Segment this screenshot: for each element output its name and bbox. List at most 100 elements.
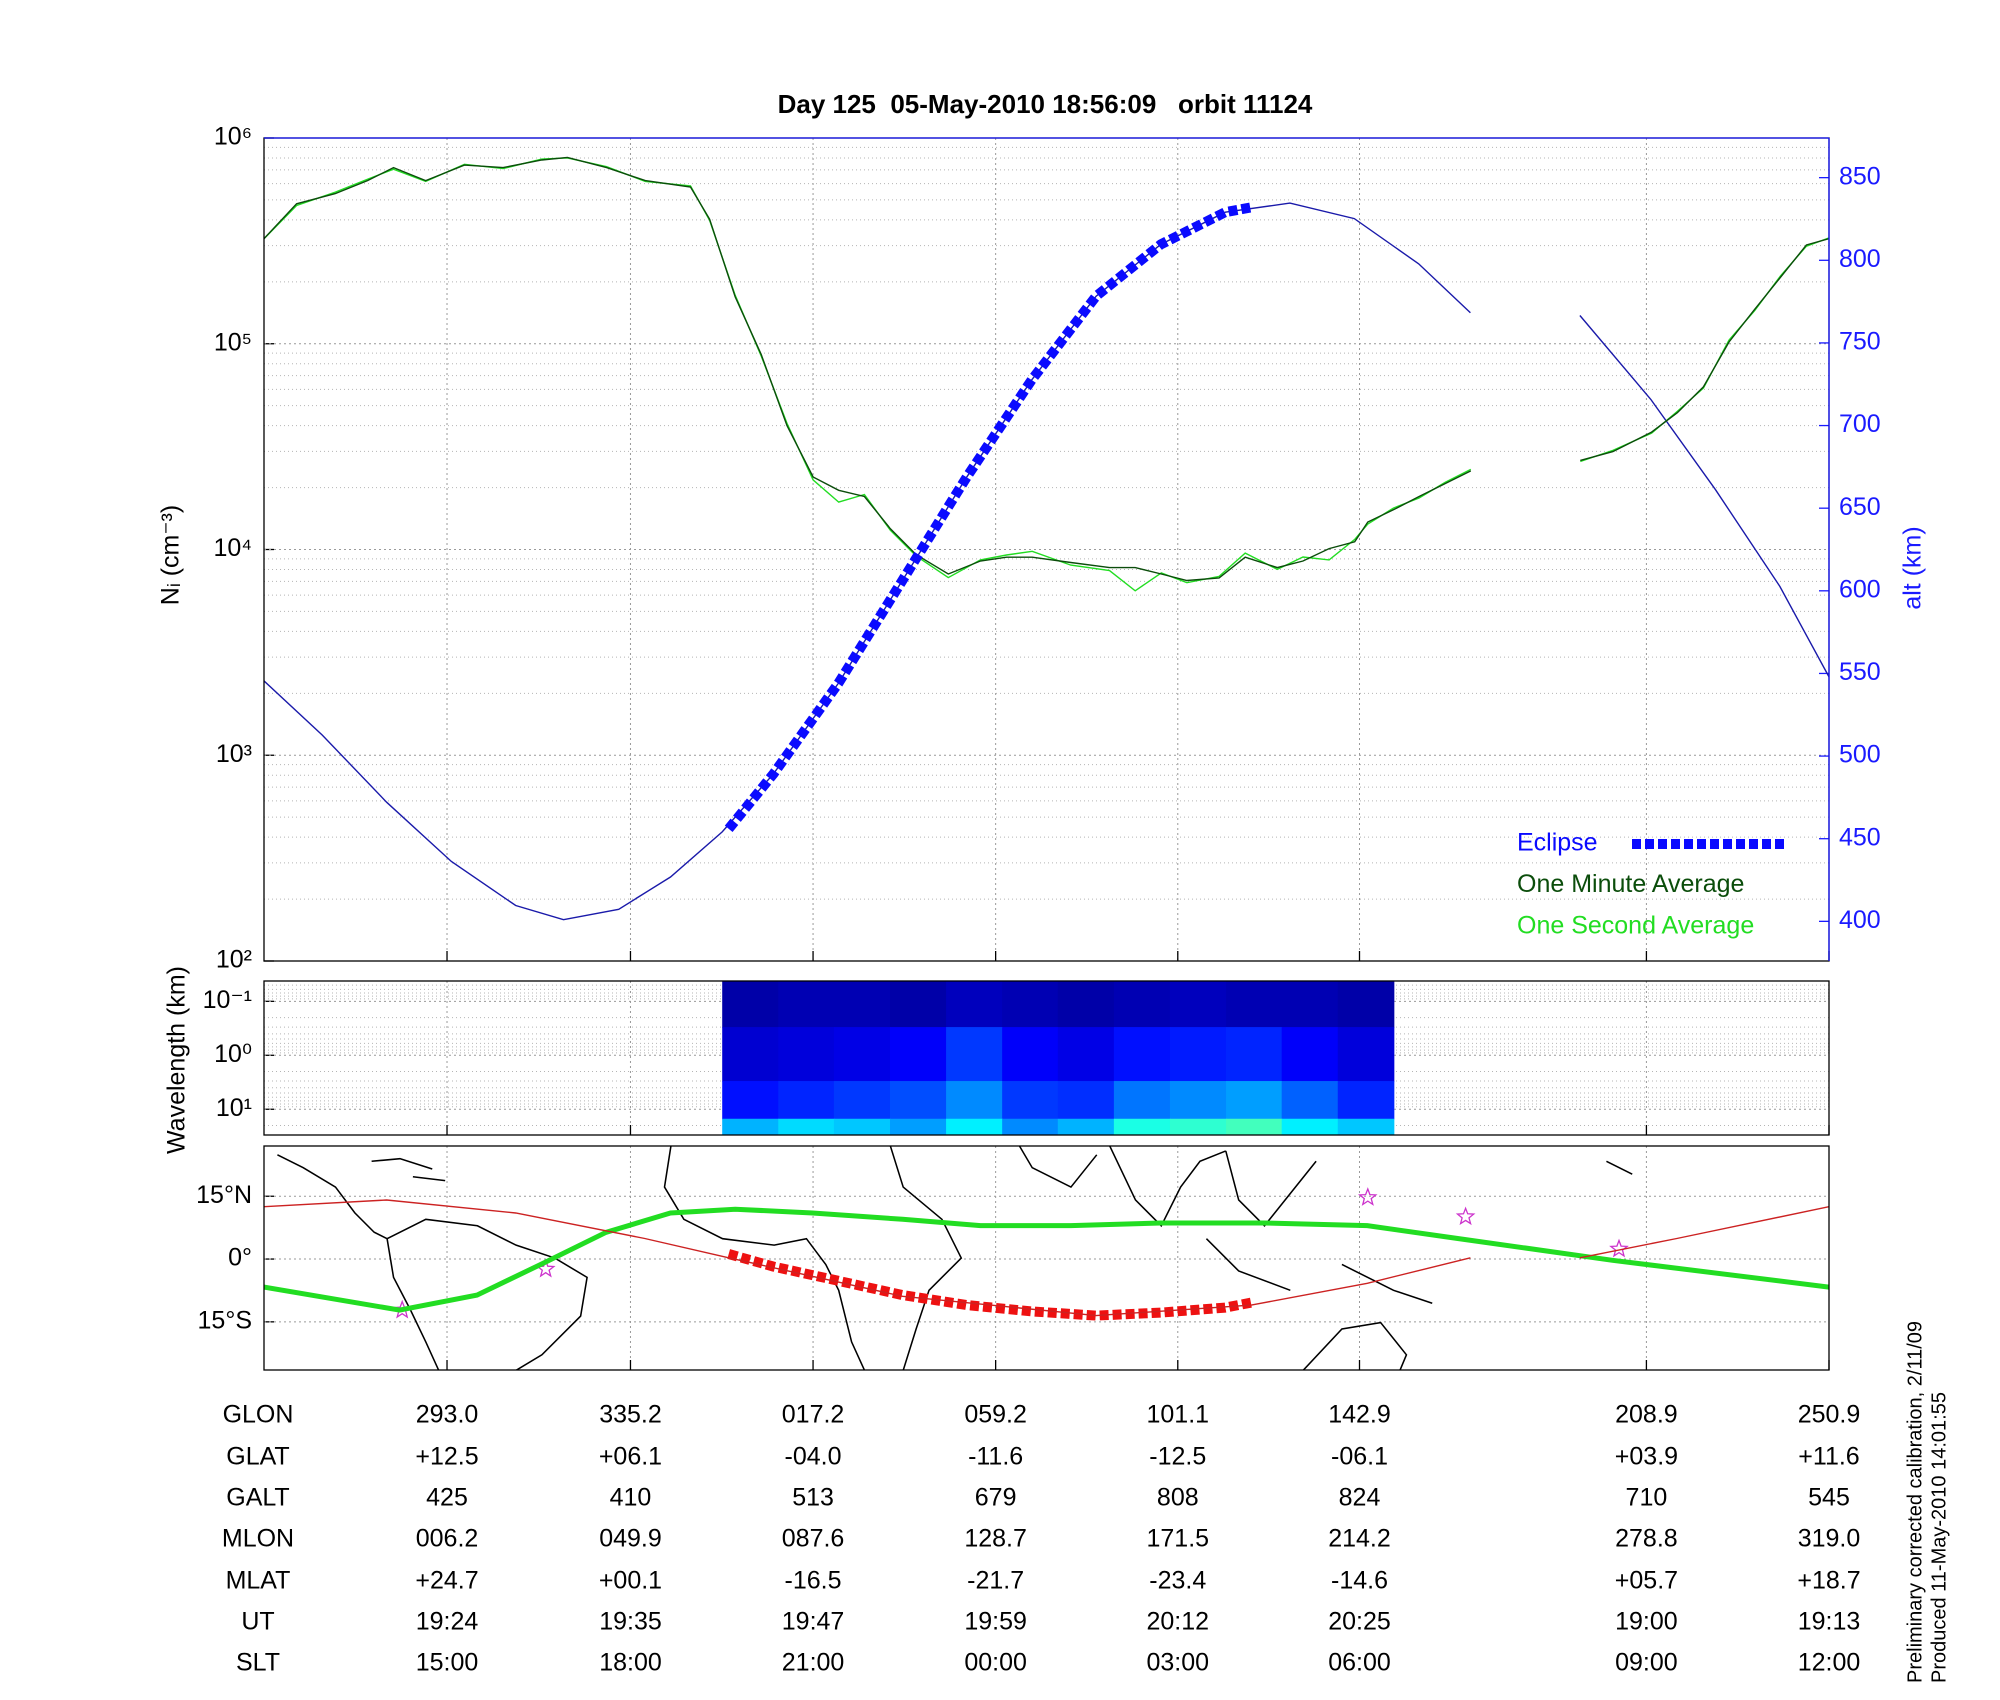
heatmap-cell [722, 981, 779, 1028]
table-cell: 059.2 [964, 1401, 1027, 1429]
heatmap-cell [1281, 1118, 1339, 1135]
table-cell: 101.1 [1147, 1401, 1210, 1429]
heatmap-cell [946, 1027, 1003, 1082]
table-cell: 087.6 [782, 1525, 845, 1553]
y-tick-label: 10⁵ [214, 328, 252, 356]
table-cell: 19:24 [416, 1608, 479, 1636]
heatmap-cell [1002, 1027, 1059, 1082]
table-cell: 214.2 [1328, 1525, 1391, 1553]
heatmap-cell [1113, 981, 1171, 1028]
table-row-label: MLON [222, 1525, 294, 1553]
heatmap-cell [890, 1118, 947, 1135]
table-cell: +05.7 [1615, 1567, 1678, 1595]
table-cell: 250.9 [1798, 1401, 1861, 1429]
table-cell: 06:00 [1328, 1649, 1391, 1677]
table-cell: 20:25 [1328, 1608, 1391, 1636]
plot-area [264, 1187, 1829, 1321]
heatmap-cell [1281, 981, 1339, 1028]
table-cell: 142.9 [1328, 1401, 1391, 1429]
panel-frame [263, 1145, 1830, 1371]
table-cell: 545 [1808, 1484, 1850, 1512]
heatmap-cell [1057, 1081, 1115, 1120]
heatmap-cell [1057, 981, 1115, 1028]
coastline [1302, 1160, 1633, 1370]
y-axis-label: Nᵢ (cm⁻³) [157, 505, 185, 605]
table-cell: 513 [792, 1484, 834, 1512]
heatmap-cell [890, 981, 947, 1028]
table-cell: 21:00 [782, 1649, 845, 1677]
heatmap-cell [1226, 1081, 1283, 1120]
heatmap-cell [1281, 1027, 1339, 1082]
y-tick-label: 10⁶ [214, 123, 252, 151]
eclipse-line [727, 1249, 1253, 1321]
y-tick-label: 0° [228, 1244, 252, 1272]
table-cell: 03:00 [1147, 1649, 1210, 1677]
panel-frame [263, 980, 1830, 1136]
table-cell: -06.1 [1331, 1443, 1388, 1471]
star-marker [1357, 1187, 1378, 1206]
coastline [1018, 1146, 1227, 1228]
coastline [889, 1146, 963, 1370]
heatmap-cell [778, 1027, 835, 1082]
table-cell: +00.1 [599, 1567, 662, 1595]
eclipse-line [724, 202, 1253, 832]
heatmap-cell [1281, 1081, 1339, 1120]
table-cell: 20:12 [1147, 1608, 1210, 1636]
table-cell: 278.8 [1615, 1525, 1678, 1553]
table-cell: +12.5 [415, 1443, 478, 1471]
data-line [264, 1206, 1829, 1313]
table-cell: 208.9 [1615, 1401, 1678, 1429]
heatmap-cell [1113, 1027, 1171, 1082]
table-cell: -14.6 [1331, 1567, 1388, 1595]
table-cell: 808 [1157, 1484, 1199, 1512]
y2-tick-label: 550 [1839, 658, 1881, 686]
coastline [371, 1157, 446, 1182]
heatmap-cell [1169, 1027, 1227, 1082]
table-cell: 128.7 [964, 1525, 1027, 1553]
heatmap-cell [1113, 1118, 1171, 1135]
table-cell: -04.0 [785, 1443, 842, 1471]
y2-tick-label: 850 [1839, 162, 1881, 190]
table-cell: 171.5 [1147, 1525, 1210, 1553]
table-cell: -11.6 [968, 1443, 1023, 1471]
table-cell: 19:35 [599, 1608, 662, 1636]
table-cell: 006.2 [416, 1525, 479, 1553]
heatmap-cell [722, 1027, 779, 1082]
y2-tick-label: 650 [1839, 493, 1881, 521]
table-row-label: GLAT [226, 1443, 289, 1471]
table-row-label: MLAT [226, 1567, 291, 1595]
heatmap-cell [722, 1118, 779, 1135]
table-cell: +11.6 [1798, 1443, 1859, 1471]
y-tick-label: 10⁴ [213, 534, 252, 562]
table-row-label: UT [241, 1608, 274, 1636]
table-cell: 319.0 [1798, 1525, 1861, 1553]
heatmap-cell [1002, 1081, 1059, 1120]
y-tick-label: 10¹ [216, 1094, 252, 1122]
mark-layer [264, 156, 1829, 1321]
table-cell: +06.1 [599, 1443, 662, 1471]
table-cell: 049.9 [599, 1525, 662, 1553]
heatmap-cell [778, 1081, 835, 1120]
legend-label: One Second Average [1517, 912, 1754, 940]
y-tick-label: 15°S [198, 1306, 252, 1334]
table-cell: +03.9 [1615, 1443, 1678, 1471]
table-cell: 09:00 [1615, 1649, 1678, 1677]
heatmap-cell [946, 1118, 1003, 1135]
table-cell: 824 [1339, 1484, 1381, 1512]
heatmap-cell [1226, 1118, 1283, 1135]
coastline [1205, 1150, 1433, 1304]
chart-title: Day 125 05-May-2010 18:56:09 orbit 11124 [778, 89, 1313, 119]
heatmap-cell [833, 1027, 891, 1082]
heatmap-cell [1169, 981, 1227, 1028]
y-tick-label: 10⁰ [214, 1040, 252, 1068]
data-line [264, 1199, 1829, 1317]
heatmap-cell [1002, 1118, 1059, 1135]
table-cell: -21.7 [967, 1567, 1024, 1595]
y2-tick-label: 700 [1839, 410, 1881, 438]
y2-axis-label: alt (km) [1899, 526, 1927, 609]
heatmap-cell [890, 1081, 947, 1120]
heatmap-cell [833, 1118, 891, 1135]
table-cell: 18:00 [599, 1649, 662, 1677]
y2-tick-label: 750 [1839, 328, 1881, 356]
